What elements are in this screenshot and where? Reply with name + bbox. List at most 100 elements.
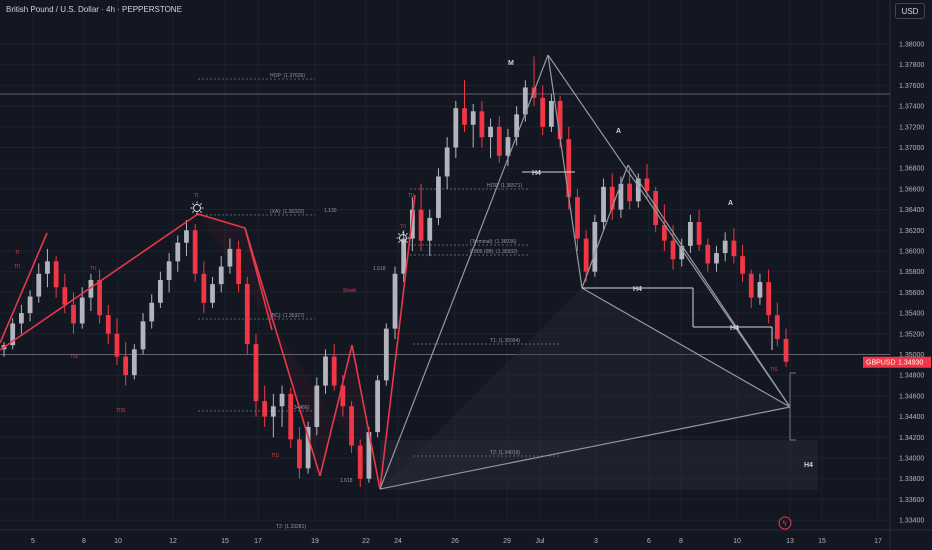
x-tick-label: 22 (362, 538, 370, 545)
candle-body (236, 248, 241, 285)
y-tick-label: 1.34000 (899, 456, 924, 463)
lightning-icon (778, 516, 792, 530)
y-tick-label: 1.37000 (899, 145, 924, 152)
pattern-annotation: 1.618 (373, 266, 386, 272)
candle-body (184, 230, 189, 243)
candle-body (131, 349, 137, 376)
pattern-line-gray (581, 287, 791, 408)
y-tick-label: 1.36800 (899, 166, 924, 173)
pattern-annotation: TIS (70, 354, 78, 360)
x-tick-label: 15 (221, 538, 229, 545)
x-tick-label: 24 (394, 538, 402, 545)
candle-body (661, 225, 667, 241)
y-tick-label: 1.35800 (899, 269, 924, 276)
lightning-icon-glyph: ϟ (782, 519, 787, 528)
pattern-line-red (197, 213, 246, 229)
candle-body (305, 426, 311, 469)
candle-body (244, 284, 250, 345)
x-tick-label: 29 (503, 538, 511, 545)
pattern-annotation: A (616, 128, 621, 135)
y-tick-label: 1.36600 (899, 186, 924, 193)
level-label: T2: (1.33281) (276, 524, 306, 530)
pattern-annotation: Shark (343, 288, 357, 294)
candle-body (88, 279, 94, 298)
candle-body (679, 245, 685, 260)
x-tick-label: 17 (874, 538, 882, 545)
sun-icon-ray (199, 210, 202, 213)
y-tick-label: 1.34200 (899, 435, 924, 442)
pattern-annotation: TIS (770, 367, 778, 373)
candle-body (18, 313, 24, 324)
candle-body (635, 178, 641, 202)
candle-body (314, 385, 320, 427)
level-label: HOP: (1.36571) (487, 183, 522, 189)
y-tick-label: 1.33600 (899, 497, 924, 504)
candle-body (175, 242, 181, 262)
last-price-value: 1.34930 (898, 360, 923, 367)
pattern-annotation: A (728, 200, 733, 207)
x-tick-label: 12 (169, 538, 177, 545)
level-label: (BC): (1.35327) (270, 313, 305, 319)
candle-body (253, 344, 259, 402)
sun-icon-ray (192, 203, 195, 206)
x-tick-label: 5 (31, 538, 35, 545)
y-tick-label: 1.35000 (899, 352, 924, 359)
y-tick-label: 1.37800 (899, 62, 924, 69)
candle-body (479, 111, 485, 138)
pattern-line-red (319, 344, 353, 477)
y-tick-label: 1.37600 (899, 83, 924, 90)
candle-body (557, 100, 563, 140)
candle-body (192, 230, 198, 274)
candle-body (62, 287, 68, 305)
pattern-line-red (351, 344, 381, 490)
x-tick-label: 8 (679, 538, 683, 545)
candle-body (218, 266, 224, 285)
candle-body (401, 238, 407, 274)
level-label: T2: (1.34019) (490, 450, 520, 456)
candle-body (618, 183, 624, 210)
last-price-badge (863, 356, 931, 368)
pattern-annotation: H4 (730, 325, 739, 332)
pattern-annotation: TIIS (116, 408, 126, 414)
y-tick-label: 1.34400 (899, 414, 924, 421)
y-tick-label: 1.37400 (899, 104, 924, 111)
pattern-annotation: M (508, 60, 514, 67)
candle-body (166, 261, 172, 280)
candle-body (549, 100, 554, 127)
candle-body (71, 304, 76, 324)
level-label: 0.886 (0B): (1.35932) (470, 249, 518, 255)
pattern-line-gray (547, 54, 791, 408)
sun-icon (193, 204, 201, 212)
x-tick-label: 10 (733, 538, 741, 545)
target-zone (380, 440, 818, 490)
y-tick-label: 1.36400 (899, 207, 924, 214)
level-label: (XA): (1.36322) (270, 209, 305, 215)
sun-icon-ray (398, 240, 401, 243)
y-tick-label: 1.35600 (899, 290, 924, 297)
candle-body (436, 176, 441, 218)
candle-body (601, 186, 606, 223)
candle-body (297, 439, 302, 469)
candle-body (383, 328, 389, 381)
pattern-fill-red (198, 214, 380, 489)
y-tick-label: 1.34600 (899, 393, 924, 400)
pattern-line-gray (627, 164, 791, 408)
candle-body (158, 279, 163, 303)
candle-body (105, 315, 111, 334)
currency-button[interactable]: USD (895, 3, 925, 19)
sun-icon (399, 234, 407, 242)
candle-body (375, 380, 381, 433)
sun-icon-ray (199, 203, 202, 206)
candle-body (774, 315, 780, 339)
candle-body (357, 445, 363, 479)
candle-body (366, 432, 372, 479)
candle-body (262, 401, 268, 417)
candle-body (392, 273, 398, 329)
x-tick-label: 10 (114, 538, 122, 545)
x-tick-label: Jul (536, 538, 545, 545)
pattern-annotation: H4 (532, 170, 541, 177)
pattern-annotation: H4 (804, 462, 813, 469)
pattern-line-gray (581, 164, 629, 289)
candle-body (522, 87, 528, 115)
